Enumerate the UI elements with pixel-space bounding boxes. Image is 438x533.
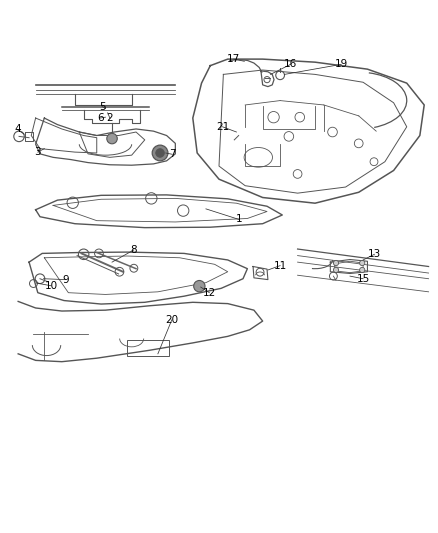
Text: 12: 12: [203, 288, 216, 298]
Bar: [127, 340, 169, 356]
Circle shape: [333, 261, 339, 265]
Circle shape: [333, 268, 339, 272]
Text: 21: 21: [216, 122, 229, 132]
Circle shape: [155, 149, 164, 157]
Text: 16: 16: [284, 59, 297, 69]
Circle shape: [360, 268, 365, 272]
Text: 20: 20: [165, 315, 178, 325]
Text: 4: 4: [14, 124, 21, 134]
Text: 17: 17: [227, 54, 240, 64]
Circle shape: [360, 261, 365, 265]
Text: 19: 19: [335, 59, 348, 69]
Text: 3: 3: [35, 147, 41, 157]
Text: 9: 9: [62, 274, 69, 285]
Text: 2: 2: [106, 113, 113, 123]
Text: 10: 10: [44, 281, 57, 290]
Circle shape: [107, 133, 117, 144]
Text: 11: 11: [273, 261, 287, 271]
Text: 5: 5: [99, 102, 106, 112]
Text: 7: 7: [169, 149, 176, 159]
Text: 8: 8: [131, 245, 137, 255]
Circle shape: [194, 280, 205, 292]
Text: 15: 15: [357, 274, 370, 284]
Text: 13: 13: [368, 249, 381, 259]
Text: 1: 1: [235, 214, 242, 224]
Circle shape: [152, 145, 168, 161]
Text: 6: 6: [97, 113, 103, 123]
